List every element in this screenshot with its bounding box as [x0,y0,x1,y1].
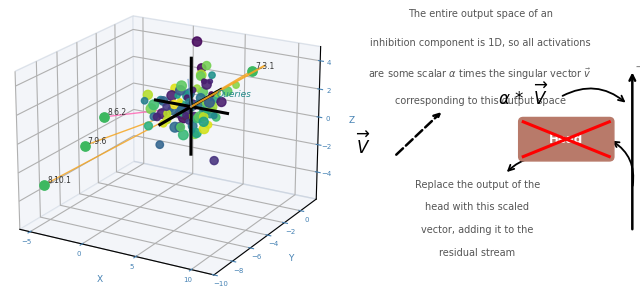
Text: residual stream: residual stream [439,248,515,258]
Text: are some scalar $\alpha$ times the singular vector $\vec{v}$: are some scalar $\alpha$ times the singu… [369,67,592,82]
Text: Replace the output of the: Replace the output of the [415,180,540,190]
Text: The entire output space of an: The entire output space of an [408,9,553,19]
Text: inhibition component is 1D, so all activations: inhibition component is 1D, so all activ… [370,38,591,48]
Text: $\alpha$ *  $\overrightarrow{V}$: $\alpha$ * $\overrightarrow{V}$ [498,83,548,109]
Text: corresponding to this output space: corresponding to this output space [395,96,566,106]
Text: head with this scaled: head with this scaled [425,202,529,212]
Text: +: + [634,60,640,74]
FancyBboxPatch shape [518,117,614,161]
Text: Head: Head [549,133,584,146]
Text: $\overrightarrow{V}$: $\overrightarrow{V}$ [356,132,371,158]
Text: vector, adding it to the: vector, adding it to the [421,225,533,235]
Y-axis label: Y: Y [288,254,293,263]
X-axis label: X: X [97,275,103,284]
